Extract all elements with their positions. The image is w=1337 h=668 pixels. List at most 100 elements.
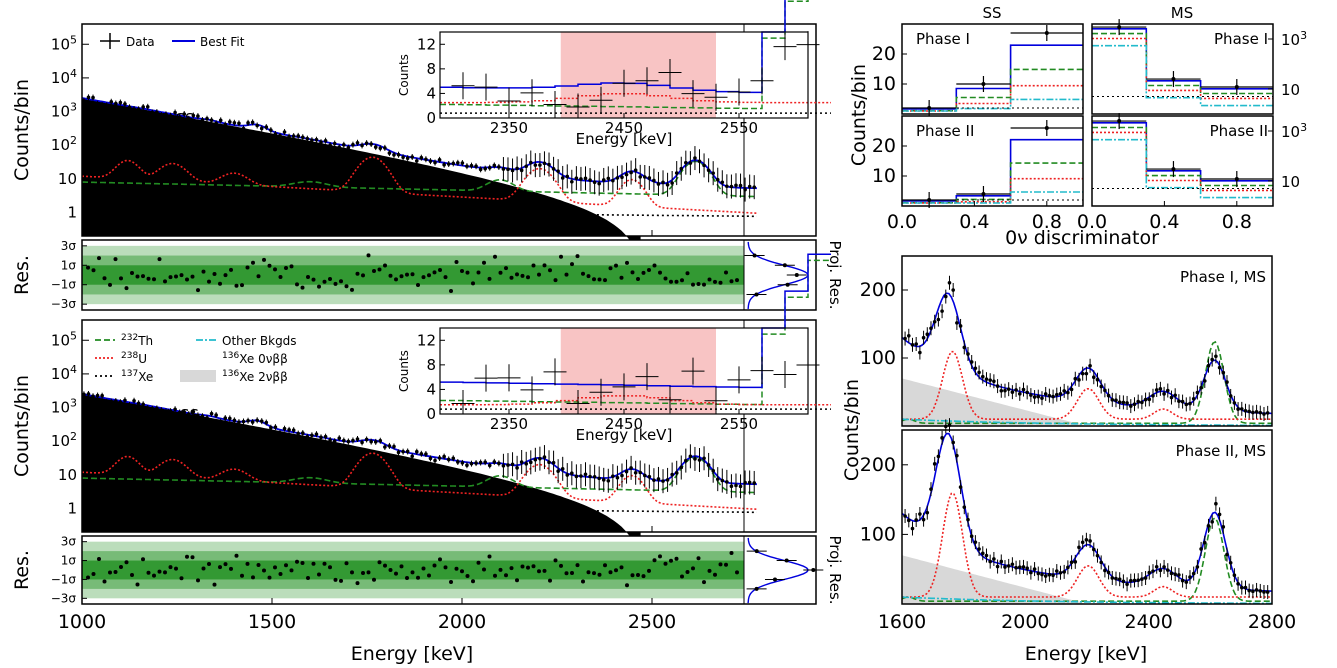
data-point bbox=[606, 176, 611, 181]
residual-point bbox=[449, 289, 453, 294]
data-point bbox=[141, 105, 145, 109]
ms-data-point bbox=[980, 551, 985, 556]
ms-u238-curve bbox=[902, 492, 1272, 598]
data-point bbox=[419, 155, 424, 160]
data-point bbox=[342, 142, 346, 147]
residual-point bbox=[289, 264, 294, 269]
data-point bbox=[145, 104, 150, 109]
residual-point bbox=[207, 279, 211, 284]
data-point bbox=[182, 410, 187, 414]
ms-data-point bbox=[1184, 580, 1189, 584]
ms-data-point bbox=[955, 321, 959, 325]
data-point bbox=[501, 463, 506, 468]
data-point bbox=[560, 176, 565, 180]
data-point bbox=[579, 177, 583, 181]
data-point bbox=[392, 153, 396, 157]
data-point bbox=[405, 449, 410, 454]
ms-data-point bbox=[1221, 370, 1226, 375]
ms-data-point bbox=[940, 309, 944, 313]
ms-data-point bbox=[1247, 588, 1251, 593]
data-point bbox=[223, 416, 228, 420]
data-point bbox=[442, 454, 446, 459]
residual-point bbox=[196, 288, 200, 293]
residual-point bbox=[608, 570, 613, 575]
ms-data-point bbox=[1003, 388, 1007, 393]
data-point bbox=[246, 121, 250, 125]
data-point bbox=[579, 474, 583, 478]
data-point bbox=[114, 101, 118, 106]
data-point bbox=[538, 456, 542, 461]
ms-data-point bbox=[1014, 388, 1018, 392]
ms-data-point bbox=[1202, 540, 1207, 545]
data-point bbox=[196, 413, 200, 418]
legend-text-body: Xe 2νββ bbox=[239, 370, 288, 384]
data-point bbox=[693, 457, 697, 461]
data-point bbox=[510, 462, 515, 467]
tick-exponent: 2 bbox=[70, 134, 77, 147]
data-point bbox=[360, 440, 364, 445]
legend-xe0v-label: 136Xe 0νββ bbox=[222, 351, 288, 366]
ms-data-point bbox=[1054, 392, 1059, 397]
data-point bbox=[173, 110, 177, 115]
ms-data-point bbox=[1206, 524, 1211, 528]
ms-data-point bbox=[1099, 384, 1103, 389]
legend-xe2v-marker bbox=[180, 370, 216, 382]
data-point bbox=[214, 121, 218, 126]
residual-point bbox=[614, 263, 618, 268]
ms-data-point bbox=[1210, 520, 1214, 524]
residual-point bbox=[262, 257, 266, 262]
inset-y-tick-label: 0 bbox=[426, 109, 436, 127]
ms-data-point bbox=[1162, 565, 1166, 569]
data-point bbox=[442, 162, 446, 167]
data-point bbox=[588, 178, 592, 182]
data-point bbox=[620, 473, 624, 478]
data-point bbox=[469, 461, 474, 466]
data-point bbox=[383, 445, 387, 449]
isotope-mass: 232 bbox=[121, 333, 138, 343]
residual-point bbox=[383, 563, 387, 568]
residual-point bbox=[372, 577, 376, 582]
ms-data-point bbox=[1191, 396, 1196, 401]
data-point bbox=[533, 163, 538, 167]
ms-data-point bbox=[1265, 590, 1270, 594]
residual-point bbox=[548, 268, 552, 273]
residual-point bbox=[240, 283, 244, 288]
ms-data-point bbox=[1136, 399, 1140, 404]
data-point bbox=[519, 460, 524, 464]
data-point bbox=[232, 418, 237, 423]
ms-data-point bbox=[947, 280, 952, 285]
data-point bbox=[725, 480, 729, 484]
residual-point bbox=[339, 578, 343, 583]
ms-data-point bbox=[1095, 377, 1100, 382]
ms-data-point bbox=[1221, 525, 1226, 529]
tick-exponent: 3 bbox=[70, 100, 77, 113]
data-point bbox=[150, 406, 155, 411]
disc-other bbox=[902, 191, 1083, 204]
data-point bbox=[583, 176, 588, 181]
data-point bbox=[186, 412, 191, 416]
residual-point bbox=[410, 570, 415, 575]
ms-other-curve bbox=[901, 418, 1272, 427]
data-point bbox=[752, 185, 757, 189]
data-point bbox=[492, 163, 497, 168]
data-point bbox=[497, 461, 501, 466]
data-point bbox=[665, 182, 670, 187]
data-point bbox=[711, 468, 715, 473]
th232-curve bbox=[82, 456, 757, 494]
ms-data-point bbox=[1017, 392, 1022, 396]
residual-point bbox=[718, 562, 723, 567]
residual-point bbox=[300, 285, 305, 290]
residual-point bbox=[548, 578, 552, 583]
residual-point bbox=[223, 273, 228, 278]
inset-y-tick-label: 8 bbox=[426, 356, 436, 374]
ms-data-point bbox=[1062, 389, 1066, 393]
residual-point bbox=[542, 568, 547, 573]
residual-point bbox=[201, 269, 206, 274]
data-point bbox=[661, 479, 665, 483]
disc-data-point bbox=[1171, 167, 1176, 172]
ms-data-point bbox=[921, 335, 926, 340]
residual-point bbox=[476, 560, 481, 565]
residual-point bbox=[443, 275, 448, 280]
ms-data-point bbox=[1214, 501, 1218, 506]
ms-data-point bbox=[1040, 396, 1044, 400]
